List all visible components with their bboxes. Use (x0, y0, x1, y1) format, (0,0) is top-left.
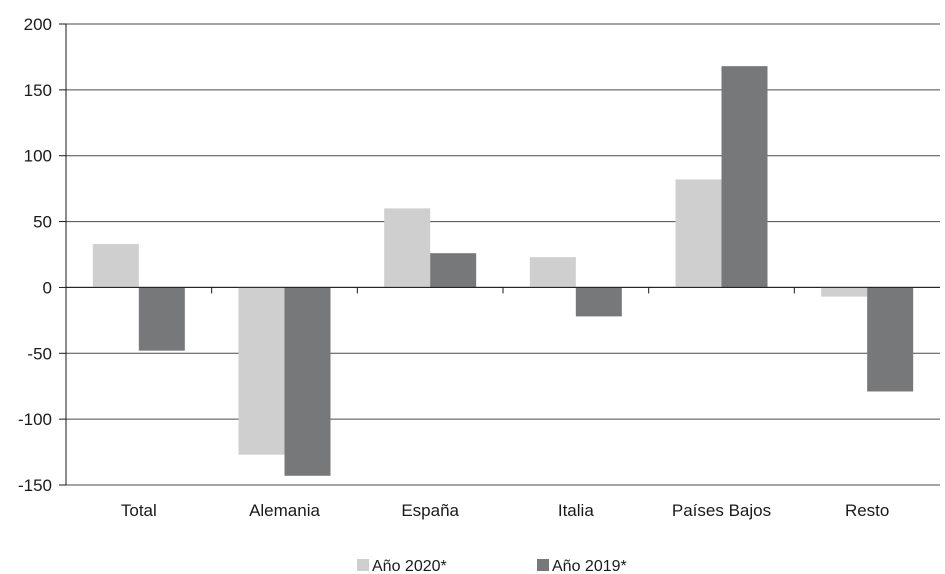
y-tick-label: 150 (24, 81, 52, 100)
bar-2020 (529, 257, 576, 288)
bar-2020 (92, 243, 139, 288)
category-label: Resto (845, 501, 889, 520)
category-label: Total (121, 501, 157, 520)
category-label: Italia (558, 501, 594, 520)
bar-2020 (384, 208, 431, 288)
y-tick-label: 200 (24, 15, 52, 34)
bar-2019 (721, 66, 768, 288)
y-tick-label: 50 (33, 213, 52, 232)
category-label: España (401, 501, 459, 520)
category-label: Alemania (249, 501, 320, 520)
legend-swatch (537, 559, 549, 571)
legend-label: Año 2020* (372, 558, 447, 574)
y-tick-label: 0 (43, 278, 52, 297)
gridlines (66, 23, 940, 486)
y-tick-label: 100 (24, 147, 52, 166)
y-tick-label: -100 (18, 410, 52, 429)
bar-2019 (575, 287, 622, 317)
bar-2020 (675, 179, 722, 288)
bar-2019 (867, 287, 914, 392)
bar-2020 (821, 287, 868, 297)
legend-label: Año 2019* (552, 558, 627, 574)
y-tick-label: -50 (27, 344, 52, 363)
bar-2020 (238, 287, 285, 455)
category-labels: Total Alemania España Italia Países Bajos Res… (121, 501, 890, 520)
y-tick-labels: 200 150 100 50 0 -50 -100 -150 (18, 15, 52, 495)
y-tick-label: -150 (18, 476, 52, 495)
bars (92, 66, 914, 476)
axes (59, 23, 940, 486)
category-label: Países Bajos (672, 501, 771, 520)
bar-2019 (284, 287, 331, 476)
legend-swatch (357, 559, 369, 571)
bar-2019 (138, 287, 185, 351)
legend: Año 2020* Año 2019* (357, 558, 627, 574)
bar-2019 (430, 253, 477, 288)
